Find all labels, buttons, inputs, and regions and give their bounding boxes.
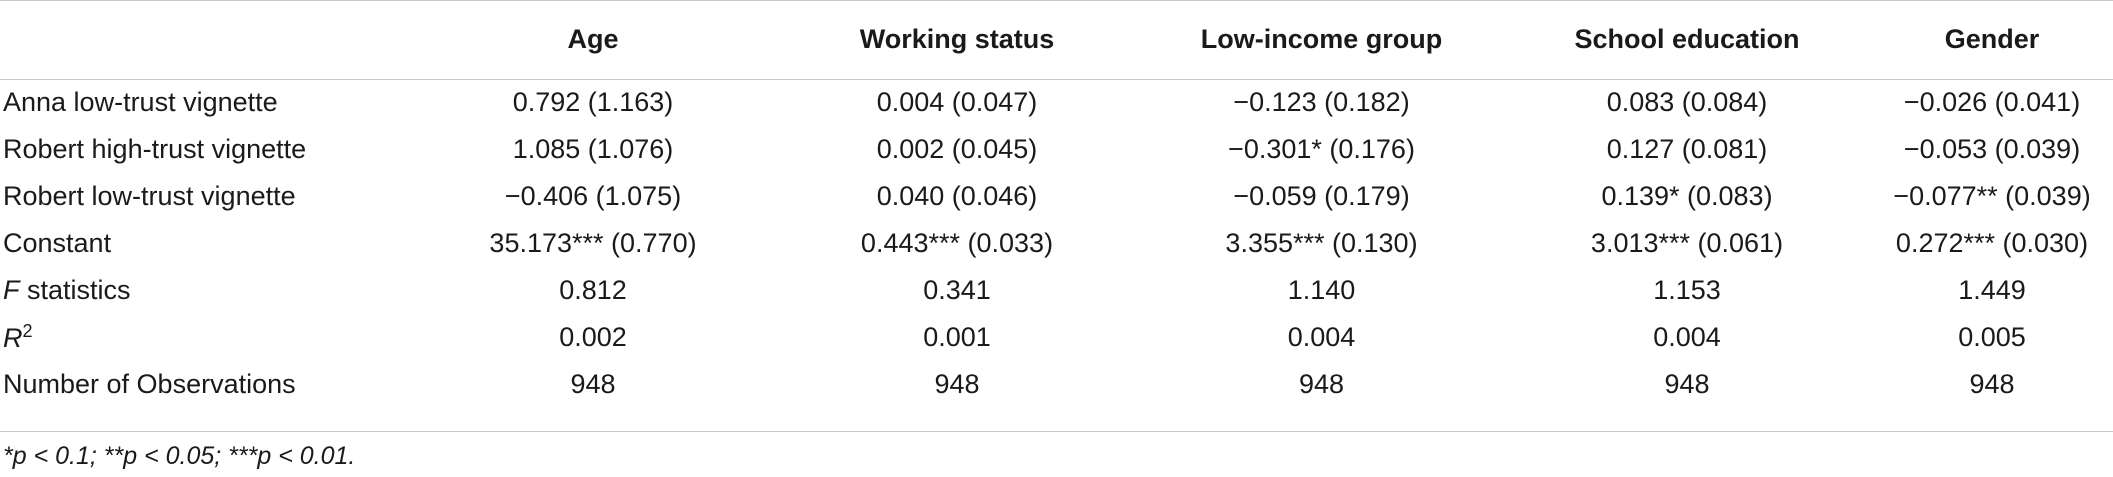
table-row: Number of Observations 948 948 948 948 9… (0, 361, 2113, 408)
table-cell: 948 (1298, 369, 1345, 399)
row-label-italic: R (3, 323, 23, 353)
table-row: Anna low-trust vignette 0.792 (1.163) 0.… (0, 79, 2113, 126)
table-cell: 0.040 (0.046) (876, 181, 1038, 211)
table-cell: 0.005 (1958, 322, 2026, 352)
table-cell: 0.127 (0.081) (1606, 134, 1768, 164)
header-empty (0, 0, 412, 79)
table-cell: 1.449 (1958, 275, 2026, 305)
row-label: Anna low-trust vignette (3, 87, 278, 117)
table-cell: 0.004 (1653, 322, 1721, 352)
table-cell: 0.443*** (0.033) (860, 228, 1054, 258)
row-label: Robert high-trust vignette (3, 134, 307, 164)
table-row: R2 0.002 0.001 0.004 0.004 0.005 (0, 314, 2113, 361)
table-cell: 948 (934, 369, 980, 399)
table-cell: −0.053 (0.039) (1903, 134, 2081, 164)
table-row: Robert high-trust vignette 1.085 (1.076)… (0, 126, 2113, 173)
table-cell: −0.301* (0.176) (1228, 134, 1415, 164)
table-row: Constant 35.173*** (0.770) 0.443*** (0.0… (0, 220, 2113, 267)
table-cell: 948 (570, 369, 616, 399)
table-cell: −0.026 (0.041) (1903, 87, 2081, 117)
table-cell: −0.059 (0.179) (1233, 181, 1410, 211)
balance-table: Age Working status Low-income group Scho… (0, 0, 2113, 408)
table-cell: 1.153 (1653, 275, 1721, 305)
row-label: F statistics (0, 267, 412, 314)
table-cell: 0.002 (0.045) (876, 134, 1038, 164)
table-cell: 1.085 (1.076) (512, 134, 674, 164)
header-working-status: Working status (859, 24, 1055, 54)
table-cell: 0.083 (0.084) (1606, 87, 1768, 117)
table-row: Robert low-trust vignette −0.406 (1.075)… (0, 173, 2113, 220)
table-cell: 0.341 (923, 275, 991, 305)
table-cell: 3.013*** (0.061) (1590, 228, 1784, 258)
row-label-text: statistics (19, 275, 131, 305)
significance-footnote: *p < 0.1; **p < 0.05; ***p < 0.01. (3, 442, 356, 470)
table-cell: 0.139* (0.083) (1601, 181, 1773, 211)
table-cell: 0.002 (559, 322, 627, 352)
table-cell: 0.001 (923, 322, 991, 352)
table-cell: 0.792 (1.163) (512, 87, 674, 117)
header-age: Age (567, 24, 619, 54)
header-school-education: School education (1574, 24, 1800, 54)
table-row: F statistics 0.812 0.341 1.140 1.153 1.4… (0, 267, 2113, 314)
table-cell: 948 (1969, 369, 2015, 399)
table-cell: −0.077** (0.039) (1893, 181, 2091, 211)
row-label: Number of Observations (3, 369, 296, 399)
table-cell: 0.272*** (0.030) (1895, 228, 2089, 258)
table-cell: −0.406 (1.075) (504, 181, 682, 211)
top-rule (0, 0, 2113, 1)
bottom-rule (0, 431, 2113, 432)
row-label: Constant (3, 228, 112, 258)
row-label-italic: F (3, 275, 20, 305)
table-cell: 948 (1664, 369, 1710, 399)
row-label-superscript: 2 (22, 321, 33, 341)
table-cell: 0.004 (1287, 322, 1356, 352)
table-cell: 0.812 (559, 275, 627, 305)
table-cell: 1.140 (1287, 275, 1356, 305)
header-rule (0, 79, 2113, 80)
row-label: Robert low-trust vignette (3, 181, 296, 211)
header-low-income-group: Low-income group (1200, 24, 1443, 54)
table-cell: 0.004 (0.047) (876, 87, 1038, 117)
table-cell: 3.355*** (0.130) (1225, 228, 1418, 258)
header-gender: Gender (1944, 24, 2040, 54)
row-label: R2 (0, 314, 412, 361)
table-cell: −0.123 (0.182) (1233, 87, 1410, 117)
header-row: Age Working status Low-income group Scho… (0, 0, 2113, 79)
table-cell: 35.173*** (0.770) (489, 228, 697, 258)
